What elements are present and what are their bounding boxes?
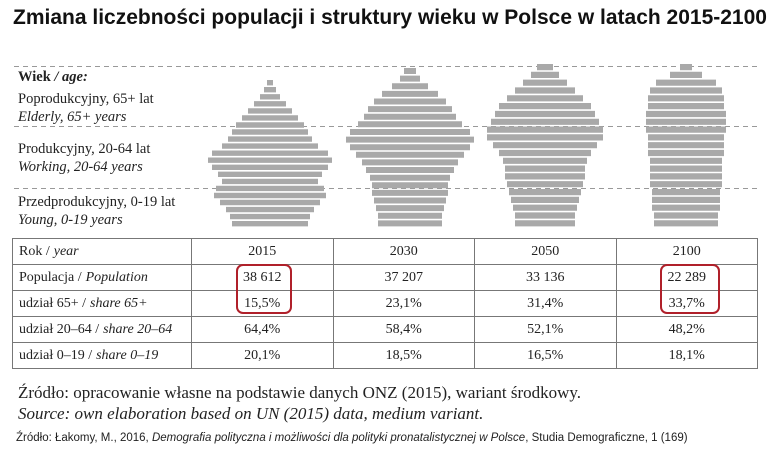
- label-part: share 65+: [90, 295, 148, 311]
- value-cell: 23,1%: [332, 290, 475, 317]
- value-cell: 48,2%: [615, 316, 758, 343]
- value-cell: 31,4%: [474, 290, 617, 317]
- label-part: udział 65+ /: [19, 295, 86, 311]
- highlight: [236, 264, 292, 314]
- title: Zmiana liczebności populacji i struktury…: [13, 6, 767, 29]
- header-cell: 2015: [191, 238, 334, 265]
- data-table: Rok / year 2015 2030 2050 2100 Populacja …: [12, 238, 758, 369]
- source-en: Source: own elaboration based on UN (201…: [18, 404, 484, 423]
- highlight: [660, 264, 720, 314]
- table-row: udział 0–19 /share 0–19 20,1% 18,5% 16,5% 18…: [12, 342, 758, 369]
- value-cell: 37 207: [332, 264, 475, 291]
- value-cell: 58,4%: [332, 316, 475, 343]
- legend-group: Produkcyjny, 20-64 lat Working, 20-64 yea…: [18, 141, 151, 175]
- value-cell: 20,1%: [191, 342, 334, 369]
- row-label: Populacja / Population: [12, 264, 192, 291]
- legend-group: Poprodukcyjny, 65+ lat Elderly, 65+ years: [18, 91, 154, 125]
- label-part: share 0–19: [96, 347, 159, 363]
- label-part: Populacja /: [19, 269, 82, 285]
- legend-group: Przedprodukcyjny, 0-19 lat Young, 0-19 ye…: [18, 194, 176, 228]
- citation: Źródło: Łakomy, M., 2016, Demografia pol…: [16, 432, 688, 444]
- header-cell: 2100: [615, 238, 758, 265]
- pyramid: [346, 68, 474, 227]
- pyramid: [646, 64, 726, 227]
- header-cell: 2030: [332, 238, 475, 265]
- label-part: udział 20–64 /: [19, 321, 100, 337]
- source-pl: Źródło: opracowanie własne na podstawie …: [18, 383, 582, 402]
- value-cell: 18,1%: [615, 342, 758, 369]
- header-cell: 2050: [474, 238, 617, 265]
- row-label: udział 20–64 /share 20–64: [12, 316, 192, 343]
- value-cell: 18,5%: [332, 342, 475, 369]
- label-part: share 20–64: [103, 321, 173, 337]
- label-part: udział 0–19 /: [19, 347, 93, 363]
- table-row: udział 65+ / share 65+ 15,5% 23,1% 31,4% 33,7…: [12, 290, 758, 317]
- table-row: udział 20–64 /share 20–64 64,4% 58,4% 52,1%…: [12, 316, 758, 343]
- value-cell: 33 136: [474, 264, 617, 291]
- pyramids: [14, 64, 760, 227]
- table-row: Populacja / Population 38 612 37 207 33 136 2…: [12, 264, 758, 291]
- row-label: udział 0–19 /share 0–19: [12, 342, 192, 369]
- row-label: udział 65+ / share 65+: [12, 290, 192, 317]
- pyramid: [487, 64, 603, 227]
- header-cell: Rok / year: [12, 238, 192, 265]
- label-part: Population: [85, 269, 148, 285]
- pyramid: [208, 80, 332, 227]
- value-cell: 64,4%: [191, 316, 334, 343]
- value-cell: 52,1%: [474, 316, 617, 343]
- value-cell: 16,5%: [474, 342, 617, 369]
- header-row: Rok / year 2015 2030 2050 2100: [12, 238, 758, 265]
- legend-header: Wiek / age:: [18, 69, 88, 85]
